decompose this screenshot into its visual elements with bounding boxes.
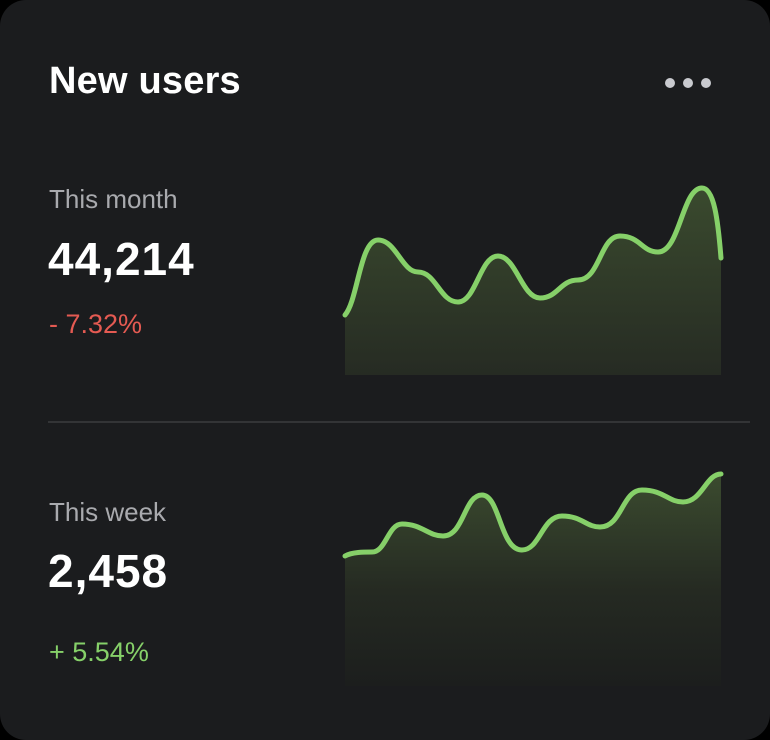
week-line: [342, 471, 724, 559]
month-delta: - 7.32%: [49, 309, 143, 339]
card-title: New users: [49, 60, 241, 102]
more-horizontal-icon-dot: [665, 78, 675, 88]
month-label: This month: [49, 184, 178, 214]
week-sparkline: [342, 471, 724, 686]
week-area: [345, 474, 721, 686]
more-horizontal-icon-dot: [701, 78, 711, 88]
more-options-button[interactable]: [658, 70, 718, 96]
month-area: [345, 188, 721, 375]
month-line: [342, 185, 724, 318]
week-label: This week: [49, 497, 167, 527]
month-sparkline: [342, 185, 724, 375]
month-value: 44,214: [48, 233, 195, 285]
week-value: 2,458: [48, 545, 169, 597]
week-delta: + 5.54%: [49, 637, 149, 667]
section-divider: [48, 421, 750, 423]
more-horizontal-icon-dot: [683, 78, 693, 88]
